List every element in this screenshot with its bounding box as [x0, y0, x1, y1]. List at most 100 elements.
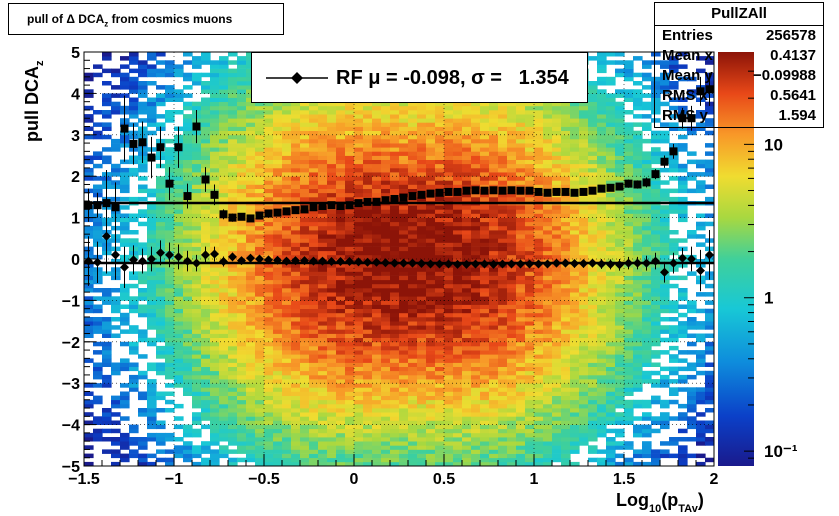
heatmap-cell: [345, 130, 355, 136]
heatmap-cell: [426, 362, 436, 367]
heatmap-cell: [570, 296, 580, 301]
heatmap-cell: [408, 445, 418, 450]
heatmap-cell: [300, 180, 310, 185]
heatmap-cell: [363, 391, 373, 396]
heatmap-cell: [390, 275, 400, 281]
heatmap-cell: [300, 110, 310, 115]
heatmap-cell: [120, 391, 130, 396]
heatmap-cell: [453, 325, 463, 330]
heatmap-cell: [255, 403, 265, 409]
heatmap-cell: [192, 362, 202, 367]
heatmap-cell: [183, 333, 193, 338]
heatmap-cell: [237, 114, 247, 119]
heatmap-cell: [462, 221, 472, 227]
heatmap-cell: [93, 374, 103, 380]
heatmap-cell: [363, 155, 373, 160]
heatmap-cell: [309, 180, 319, 185]
heatmap-cell: [228, 304, 238, 309]
heatmap-cell: [552, 412, 562, 417]
heatmap-cell: [399, 420, 409, 425]
heatmap-cell: [561, 213, 571, 218]
heatmap-cell: [228, 416, 238, 421]
heatmap-cell: [354, 143, 364, 148]
heatmap-cell: [111, 308, 121, 314]
heatmap-cell: [372, 126, 382, 131]
heatmap-cell: [534, 374, 544, 380]
heatmap-cell: [102, 428, 112, 434]
heatmap-cell: [219, 151, 229, 156]
heatmap-cell: [192, 172, 202, 177]
heatmap-cell: [480, 192, 490, 198]
heatmap-cell: [426, 118, 436, 123]
heatmap-cell: [480, 321, 490, 326]
heatmap-cell: [381, 350, 391, 355]
heatmap-cell: [165, 341, 175, 347]
heatmap-cell: [444, 420, 454, 425]
heatmap-cell: [93, 308, 103, 314]
heatmap-cell: [102, 449, 112, 454]
heatmap-cell: [453, 225, 463, 231]
heatmap-cell: [561, 437, 571, 442]
heatmap-cell: [219, 221, 229, 227]
heatmap-cell: [309, 321, 319, 326]
heatmap-cell: [156, 329, 166, 334]
heatmap-cell: [435, 283, 445, 289]
heatmap-cell: [363, 147, 373, 152]
heatmap-cell: [102, 159, 112, 165]
heatmap-cell: [84, 118, 94, 123]
heatmap-cell: [453, 288, 463, 293]
heatmap-cell: [462, 155, 472, 160]
heatmap-cell: [300, 304, 310, 309]
heatmap-cell: [318, 213, 328, 218]
heatmap-cell: [489, 341, 499, 347]
heatmap-cell: [291, 159, 301, 165]
heatmap-cell: [534, 300, 544, 305]
heatmap-cell: [273, 292, 283, 297]
heatmap-cell: [381, 449, 391, 454]
heatmap-cell: [399, 370, 409, 376]
heatmap-cell: [516, 399, 526, 405]
heatmap-cell: [246, 321, 256, 326]
heatmap-cell: [390, 366, 400, 372]
heatmap-cell: [282, 374, 292, 380]
heatmap-cell: [543, 267, 553, 272]
heatmap-cell: [147, 101, 157, 107]
heatmap-cell: [507, 101, 517, 107]
heatmap-cell: [462, 379, 472, 384]
heatmap-cell: [471, 167, 481, 173]
heatmap-cell: [534, 354, 544, 359]
heatmap-cell: [507, 403, 517, 409]
heatmap-cell: [93, 234, 103, 239]
heatmap-cell: [219, 362, 229, 367]
heatmap-cell: [264, 337, 274, 343]
heatmap-cell: [291, 416, 301, 421]
heatmap-cell: [345, 242, 355, 247]
heatmap-cell: [219, 114, 229, 119]
heatmap-cell: [462, 234, 472, 239]
heatmap-cell: [246, 242, 256, 247]
heatmap-cell: [462, 341, 472, 347]
heatmap-cell: [390, 350, 400, 355]
heatmap-cell: [498, 453, 508, 459]
heatmap-cell: [435, 341, 445, 347]
heatmap-cell: [435, 122, 445, 127]
heatmap-cell: [300, 424, 310, 430]
heatmap-cell: [246, 246, 256, 252]
heatmap-cell: [192, 221, 202, 227]
heatmap-cell: [534, 432, 544, 438]
heatmap-cell: [489, 329, 499, 334]
heatmap-cell: [552, 184, 562, 189]
heatmap-cell: [282, 230, 292, 235]
heatmap-cell: [453, 449, 463, 454]
heatmap-cell: [246, 437, 256, 442]
heatmap-cell: [129, 383, 139, 388]
heatmap-cell: [363, 254, 373, 260]
heatmap-cell: [300, 230, 310, 235]
heatmap-cell: [417, 308, 427, 314]
heatmap-cell: [444, 143, 454, 148]
heatmap-cell: [516, 408, 526, 413]
heatmap-cell: [417, 105, 427, 111]
heatmap-cell: [453, 267, 463, 272]
heatmap-cell: [381, 424, 391, 430]
heatmap-cell: [543, 362, 553, 367]
